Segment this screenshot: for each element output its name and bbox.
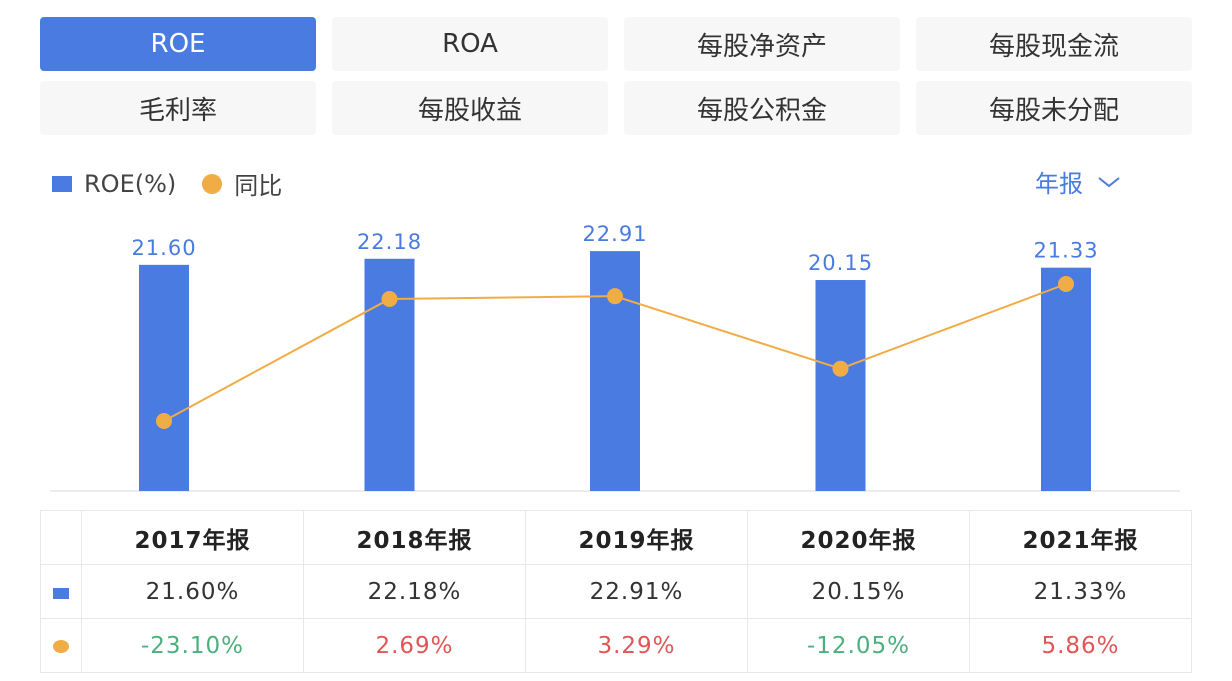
header-cell: 2021年报 [969,510,1192,565]
bar [815,280,866,491]
bar-legend-swatch [52,175,72,192]
tab-undistributed[interactable]: 每股未分配 [916,81,1192,135]
roe-cell: 22.18% [303,564,526,619]
yoy-cell: -23.10% [81,618,304,673]
yoy-cell: 5.86% [969,618,1192,673]
roe-cell: 20.15% [747,564,970,619]
legend-roe: ROE(%) [84,169,177,198]
bar-data-label: 20.15 [808,251,873,275]
yoy-cell: 2.69% [303,618,526,673]
tab-bvps[interactable]: 每股净资产 [624,17,900,71]
yoy-cell: 3.29% [525,618,748,673]
roe-cell: 22.91% [525,564,748,619]
bar-data-label: 22.91 [582,222,647,246]
tab-cfps[interactable]: 每股现金流 [916,17,1192,71]
table-row-yoy: -23.10% 2.69% 3.29% -12.05% 5.86% [40,618,1192,673]
tab-gross-margin[interactable]: 毛利率 [40,81,316,135]
tab-roa[interactable]: ROA [332,17,608,71]
dot-marker-icon [53,639,69,653]
tab-capital-reserve[interactable]: 每股公积金 [624,81,900,135]
legend-yoy: 同比 [234,172,283,200]
roe-cell: 21.33% [969,564,1192,619]
yoy-point [1058,276,1074,292]
header-cell: 2020年报 [747,510,970,565]
table-row-roe: 21.60% 22.18% 22.91% 20.15% 21.33% [40,564,1192,619]
bar [1041,267,1091,491]
bar-marker-icon [53,587,69,599]
period-dropdown[interactable]: 年报 [1035,164,1121,199]
bar [139,264,189,491]
bar [590,251,640,491]
yoy-point [381,290,398,307]
data-table: 2017年报 2018年报 2019年报 2020年报 2021年报 21.60… [40,510,1192,673]
bar-data-label: 21.60 [131,236,196,260]
chevron-down-icon [1098,176,1120,187]
tab-eps[interactable]: 每股收益 [332,81,608,135]
yoy-cell: -12.05% [747,618,970,673]
line-legend-swatch [202,173,223,194]
yoy-point [832,360,849,377]
bar-data-label: 21.33 [1033,239,1098,263]
yoy-point [156,412,172,429]
roe-cell: 21.60% [81,564,304,619]
bar-data-label: 22.18 [357,230,422,254]
period-label: 年报 [1035,170,1083,198]
table-header-row: 2017年报 2018年报 2019年报 2020年报 2021年报 [40,510,1192,565]
tab-roe[interactable]: ROE [40,17,316,71]
header-cell: 2018年报 [303,510,526,565]
chart-legend: ROE(%) 同比 [52,166,282,201]
yoy-point [607,288,623,305]
header-cell: 2019年报 [525,510,748,565]
header-cell: 2017年报 [81,510,304,565]
